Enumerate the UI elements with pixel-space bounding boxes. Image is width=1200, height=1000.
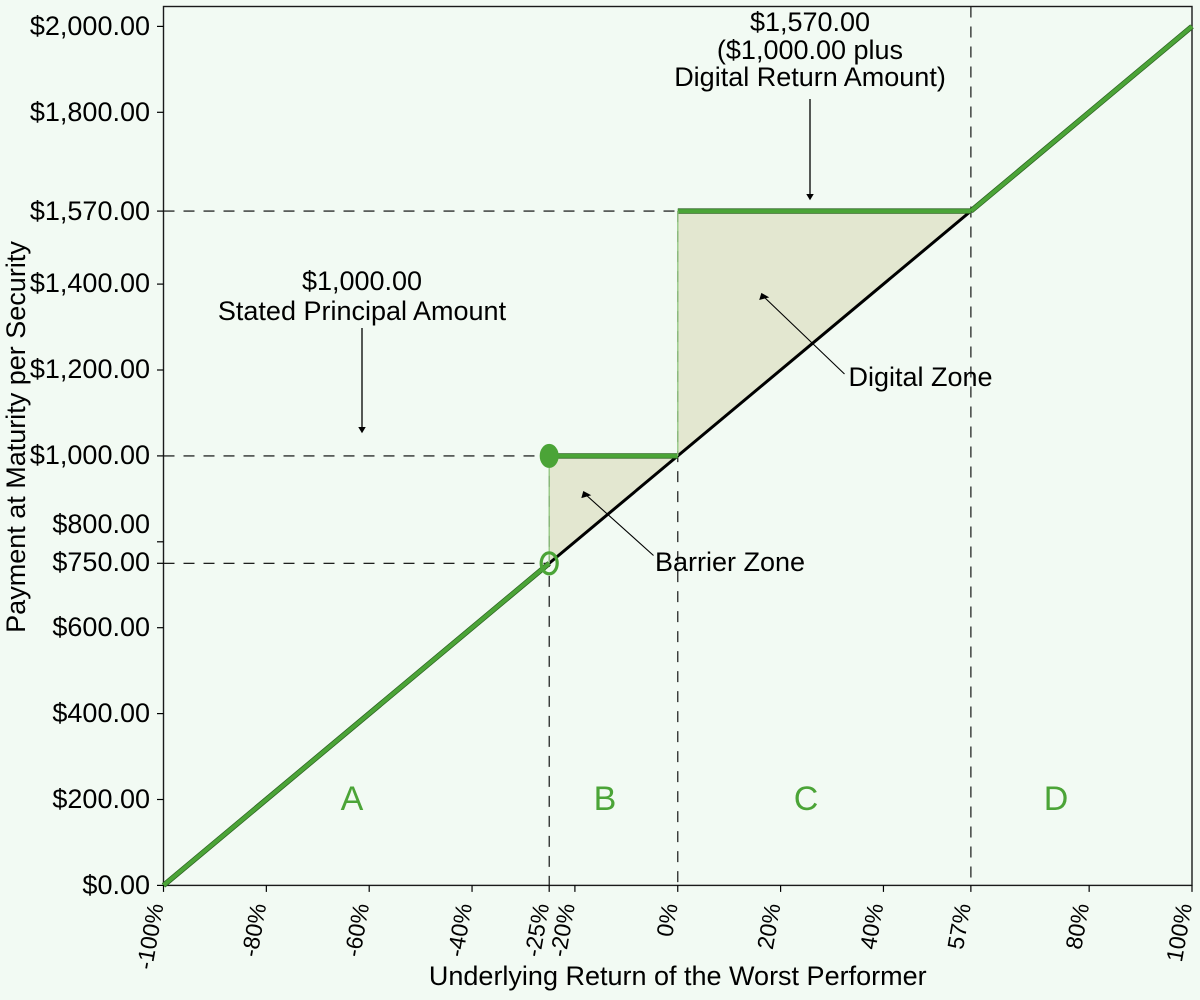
svg-text:$1,200.00: $1,200.00 xyxy=(30,354,150,384)
svg-text:Stated Principal Amount: Stated Principal Amount xyxy=(218,296,507,326)
svg-text:Digital Return Amount): Digital Return Amount) xyxy=(674,62,946,92)
svg-text:C: C xyxy=(794,780,819,818)
svg-text:$0.00: $0.00 xyxy=(82,870,150,900)
svg-text:($1,000.00 plus: ($1,000.00 plus xyxy=(717,35,903,65)
svg-text:$1,000.00: $1,000.00 xyxy=(302,266,422,296)
svg-text:Barrier Zone: Barrier Zone xyxy=(655,547,805,577)
svg-text:$800.00: $800.00 xyxy=(52,509,150,539)
svg-text:$1,000.00: $1,000.00 xyxy=(30,440,150,470)
svg-text:$200.00: $200.00 xyxy=(52,784,150,814)
svg-text:$1,570.00: $1,570.00 xyxy=(30,196,150,226)
svg-text:Underlying Return of the Worst: Underlying Return of the Worst Performer xyxy=(429,961,927,991)
svg-text:A: A xyxy=(341,780,364,818)
svg-text:Payment at Maturity per Securi: Payment at Maturity per Security xyxy=(1,241,31,633)
svg-text:$600.00: $600.00 xyxy=(52,612,150,642)
svg-text:$2,000.00: $2,000.00 xyxy=(30,11,150,41)
svg-text:$1,570.00: $1,570.00 xyxy=(750,7,870,37)
svg-text:D: D xyxy=(1044,780,1069,818)
svg-text:$1,800.00: $1,800.00 xyxy=(30,97,150,127)
svg-text:$400.00: $400.00 xyxy=(52,698,150,728)
svg-text:$750.00: $750.00 xyxy=(52,547,150,577)
svg-text:$1,400.00: $1,400.00 xyxy=(30,268,150,298)
svg-text:Digital Zone: Digital Zone xyxy=(849,362,993,392)
svg-text:B: B xyxy=(594,780,617,818)
